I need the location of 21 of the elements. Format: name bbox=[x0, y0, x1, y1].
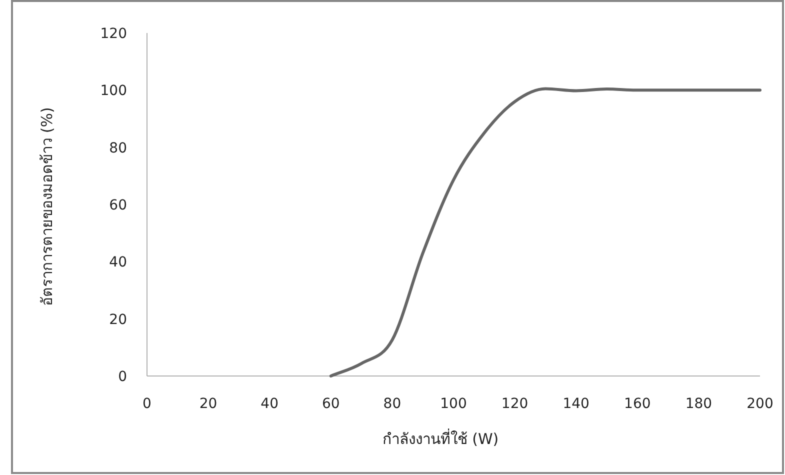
y-tick-label: 40 bbox=[109, 254, 127, 271]
x-tick-label: 120 bbox=[501, 396, 528, 412]
y-axis-title: อัตราการตายของมอดข้าว (%) bbox=[38, 107, 56, 306]
x-tick-label: 0 bbox=[142, 396, 152, 412]
y-tick-label: 60 bbox=[109, 198, 127, 214]
x-axis-title: กำลังงานที่ใช้ (W) bbox=[382, 428, 499, 448]
y-tick-label: 0 bbox=[118, 369, 127, 385]
y-tick-label: 100 bbox=[100, 83, 127, 100]
x-tick-label: 200 bbox=[746, 396, 774, 412]
x-tick-label: 160 bbox=[624, 396, 651, 412]
line-series bbox=[329, 87, 762, 378]
x-tick-label: 60 bbox=[322, 396, 340, 412]
x-tick-label: 180 bbox=[685, 396, 712, 412]
x-tick-label: 100 bbox=[440, 396, 467, 412]
x-tick-label: 20 bbox=[199, 396, 218, 412]
y-tick-label: 80 bbox=[109, 140, 127, 156]
y-tick-label: 120 bbox=[100, 26, 127, 42]
x-tick-label: 80 bbox=[383, 396, 402, 412]
y-tick-label: 20 bbox=[109, 312, 127, 328]
x-tick-label: 140 bbox=[562, 396, 590, 412]
x-tick-label: 40 bbox=[260, 396, 279, 412]
